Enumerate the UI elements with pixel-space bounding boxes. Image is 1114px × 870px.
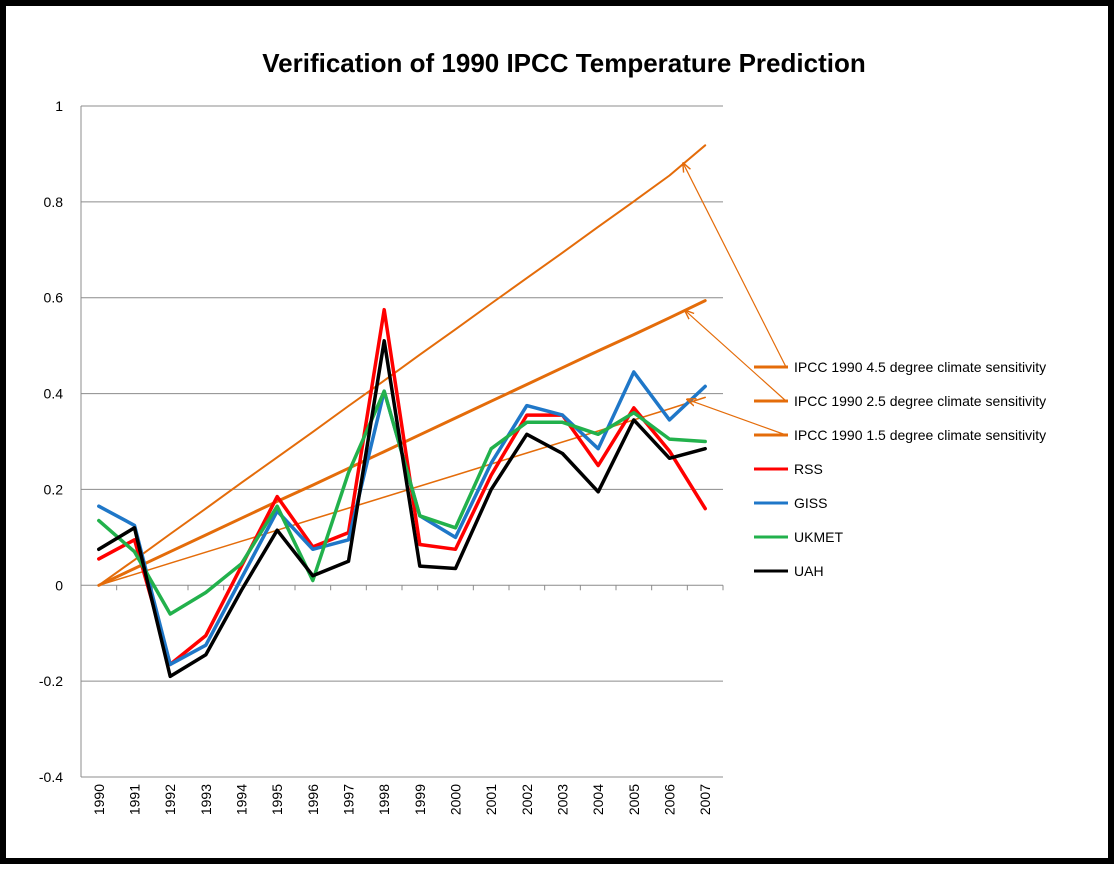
- annotation-arrow: [683, 163, 787, 368]
- annotation-arrow: [687, 399, 787, 436]
- y-tick-label: -0.4: [39, 769, 63, 785]
- y-tick-label: 0: [55, 577, 63, 593]
- x-tick-label: 1993: [198, 784, 214, 815]
- x-tick-label: 2005: [626, 784, 642, 815]
- legend-label: UAH: [794, 563, 824, 579]
- legend: IPCC 1990 4.5 degree climate sensitivity…: [754, 359, 1046, 579]
- x-tick-label: 2002: [519, 784, 535, 815]
- series-line-uah: [97, 339, 707, 679]
- y-tick-label: 0.8: [44, 194, 64, 210]
- annotation-arrow: [685, 311, 787, 402]
- series-line-rss: [97, 307, 707, 667]
- chart-title: Verification of 1990 IPCC Temperature Pr…: [262, 48, 865, 78]
- x-tick-label: 2007: [697, 784, 713, 815]
- legend-label: RSS: [794, 461, 823, 477]
- x-tick-label: 1992: [162, 784, 178, 815]
- x-tick-label: 1996: [305, 784, 321, 815]
- x-tick-label: 1995: [269, 784, 285, 815]
- y-tick-label: -0.2: [39, 673, 63, 689]
- legend-label: IPCC 1990 4.5 degree climate sensitivity: [794, 359, 1046, 375]
- x-tick-label: 1997: [341, 784, 357, 815]
- x-tick-label: 2003: [555, 784, 571, 815]
- x-tick-label: 2001: [483, 784, 499, 815]
- x-tick-label: 2000: [448, 784, 464, 815]
- series-lines: [97, 144, 707, 679]
- legend-label: GISS: [794, 495, 827, 511]
- x-tick-label: 2004: [590, 784, 606, 815]
- x-tick-label: 1998: [376, 784, 392, 815]
- y-tick-label: 0.6: [44, 290, 64, 306]
- legend-label: IPCC 1990 1.5 degree climate sensitivity: [794, 427, 1046, 443]
- legend-label: IPCC 1990 2.5 degree climate sensitivity: [794, 393, 1046, 409]
- x-tick-label: 1990: [91, 784, 107, 815]
- x-tick-label: 2006: [662, 784, 678, 815]
- series-line-ipcc-1990-4-5-degree-climate-sensitivity: [97, 144, 707, 587]
- chart: Verification of 1990 IPCC Temperature Pr…: [39, 48, 1046, 815]
- legend-label: UKMET: [794, 529, 843, 545]
- x-tick-label: 1994: [234, 784, 250, 815]
- x-tick-label: 1999: [412, 784, 428, 815]
- y-tick-label: 0.2: [44, 481, 64, 497]
- annotation-arrows: [683, 163, 787, 436]
- y-tick-label: 1: [55, 98, 63, 114]
- y-tick-label: 0.4: [44, 386, 64, 402]
- x-tick-label: 1991: [127, 784, 143, 815]
- axes: -0.4 -0.2 0 0.2 0.4 0.6 0.8 1 1990 1991 1992 1993 19…: [39, 98, 724, 815]
